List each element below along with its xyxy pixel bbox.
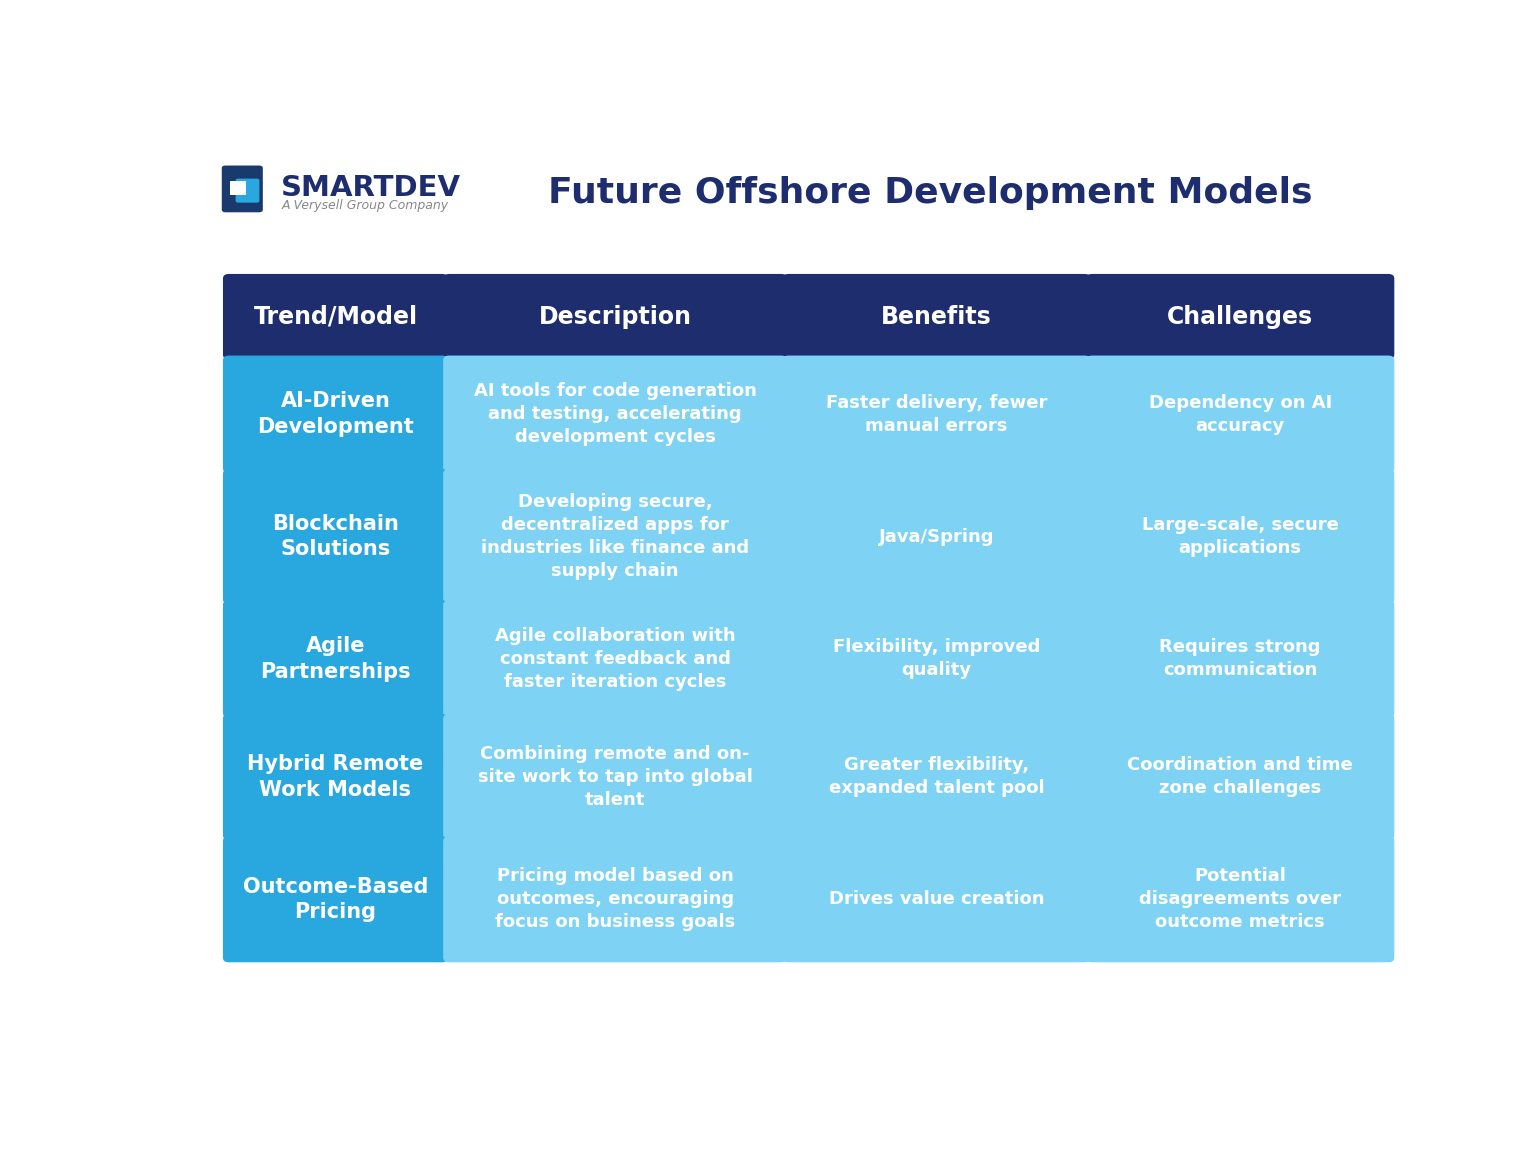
FancyBboxPatch shape [782,356,1091,472]
Text: Agile
Partnerships: Agile Partnerships [260,636,410,682]
Text: Potential
disagreements over
outcome metrics: Potential disagreements over outcome met… [1140,867,1341,931]
Text: Java/Spring: Java/Spring [879,528,994,546]
Text: Drives value creation: Drives value creation [829,890,1044,908]
Text: AI tools for code generation
and testing, accelerating
development cycles: AI tools for code generation and testing… [473,382,757,446]
FancyBboxPatch shape [782,836,1091,962]
Text: SMARTDEV: SMARTDEV [281,174,461,202]
Text: Description: Description [539,304,691,328]
Text: Coordination and time
zone challenges: Coordination and time zone challenges [1127,757,1353,797]
FancyBboxPatch shape [223,600,449,718]
Text: Combining remote and on-
site work to tap into global
talent: Combining remote and on- site work to ta… [478,745,753,809]
FancyBboxPatch shape [444,600,786,718]
Text: AI-Driven
Development: AI-Driven Development [257,392,413,437]
FancyBboxPatch shape [1086,274,1395,359]
Text: Flexibility, improved
quality: Flexibility, improved quality [833,638,1040,680]
Text: Outcome-Based
Pricing: Outcome-Based Pricing [243,877,429,922]
Text: Challenges: Challenges [1167,304,1313,328]
Text: Trend/Model: Trend/Model [253,304,418,328]
FancyBboxPatch shape [1086,356,1395,472]
Text: Benefits: Benefits [882,304,992,328]
FancyBboxPatch shape [782,469,1091,604]
FancyBboxPatch shape [782,600,1091,718]
FancyBboxPatch shape [1086,600,1395,718]
Text: A Verysell Group Company: A Verysell Group Company [281,199,449,212]
FancyBboxPatch shape [782,274,1091,359]
FancyBboxPatch shape [444,356,786,472]
FancyBboxPatch shape [223,356,449,472]
FancyBboxPatch shape [444,836,786,962]
FancyBboxPatch shape [223,836,449,962]
FancyBboxPatch shape [1086,714,1395,840]
Text: Hybrid Remote
Work Models: Hybrid Remote Work Models [247,755,424,799]
FancyBboxPatch shape [223,274,449,359]
Text: Agile collaboration with
constant feedback and
faster iteration cycles: Agile collaboration with constant feedba… [495,627,736,691]
Text: Large-scale, secure
applications: Large-scale, secure applications [1141,516,1338,556]
Text: Requires strong
communication: Requires strong communication [1160,638,1321,680]
FancyBboxPatch shape [444,274,786,359]
FancyBboxPatch shape [444,469,786,604]
FancyBboxPatch shape [1086,836,1395,962]
Text: Developing secure,
decentralized apps for
industries like finance and
supply cha: Developing secure, decentralized apps fo… [481,493,750,579]
Text: Greater flexibility,
expanded talent pool: Greater flexibility, expanded talent poo… [829,757,1044,797]
Text: Dependency on AI
accuracy: Dependency on AI accuracy [1149,394,1332,434]
FancyBboxPatch shape [221,166,263,212]
FancyBboxPatch shape [229,181,246,195]
FancyBboxPatch shape [223,714,449,840]
Text: Future Offshore Development Models: Future Offshore Development Models [548,176,1312,210]
FancyBboxPatch shape [223,469,449,604]
Text: Faster delivery, fewer
manual errors: Faster delivery, fewer manual errors [826,394,1048,434]
FancyBboxPatch shape [1086,469,1395,604]
FancyBboxPatch shape [235,179,260,203]
Text: Pricing model based on
outcomes, encouraging
focus on business goals: Pricing model based on outcomes, encoura… [495,867,736,931]
FancyBboxPatch shape [782,714,1091,840]
FancyBboxPatch shape [444,714,786,840]
Text: Blockchain
Solutions: Blockchain Solutions [272,514,399,560]
